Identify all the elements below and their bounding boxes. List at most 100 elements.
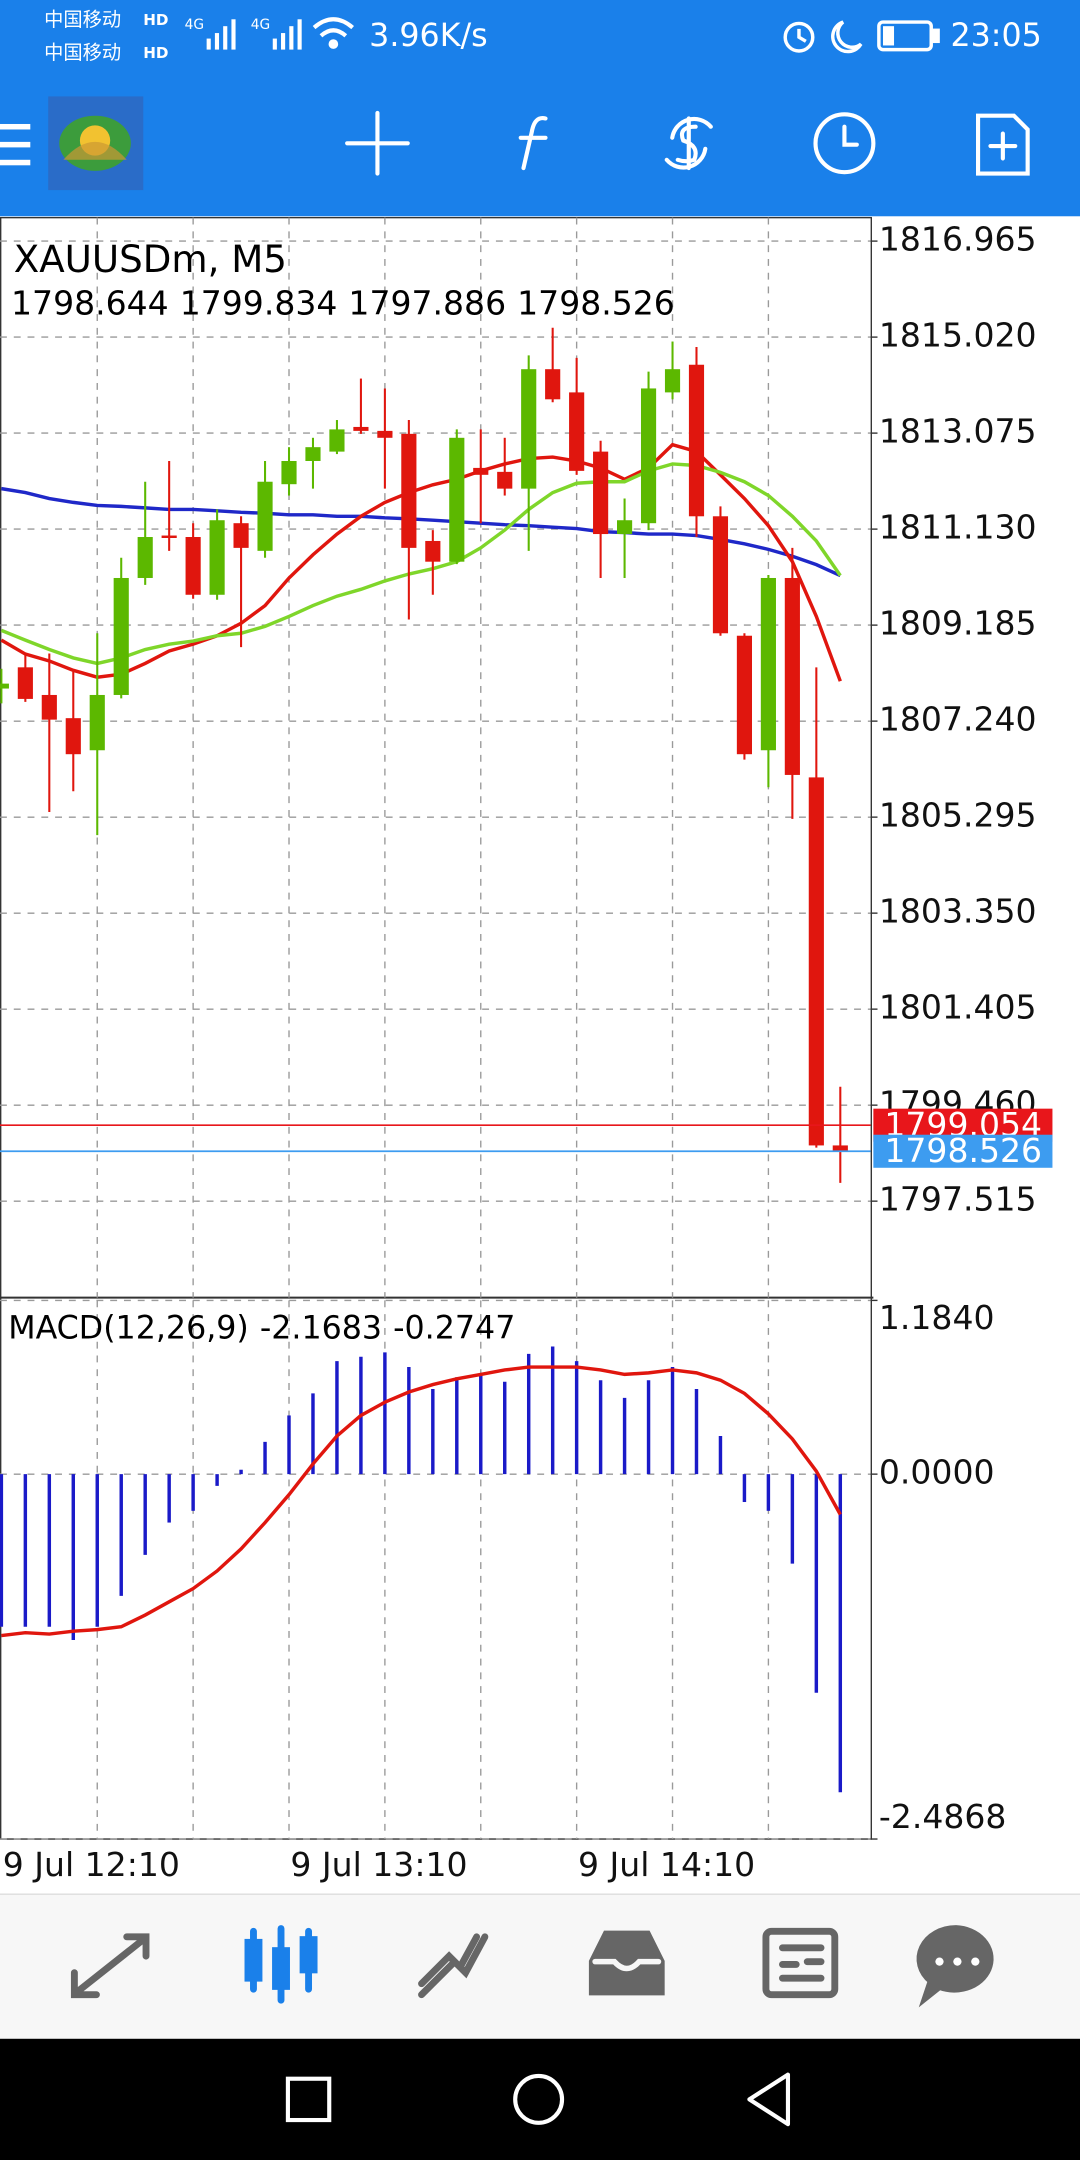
candle-body	[736, 635, 753, 755]
candle-body	[185, 537, 201, 595]
y-tick-label: 1815.020	[879, 316, 1037, 355]
candle-body	[209, 520, 225, 595]
chart-area[interactable]	[0, 216, 874, 1840]
candle-body	[305, 447, 321, 461]
macd-readout: -2.1683	[260, 1310, 382, 1346]
candle-body	[353, 426, 369, 431]
y-tick-label: 1797.515	[879, 1180, 1037, 1219]
candle-body	[545, 369, 561, 400]
y-tick-label: 1813.075	[879, 412, 1037, 451]
chart-tab[interactable]	[244, 1925, 318, 2004]
y-tick-label: 0.0000	[879, 1453, 995, 1492]
candle-body	[113, 577, 129, 695]
price-label-box	[873, 1134, 1053, 1168]
candle-body	[760, 577, 776, 751]
open-readout: 1798.644	[11, 283, 169, 322]
candle-body	[233, 523, 249, 548]
net-speed: 3.96K/s	[369, 18, 487, 54]
clock: 23:05	[951, 18, 1042, 54]
candle-body	[449, 437, 465, 562]
candle-body	[161, 535, 177, 539]
candle-body	[688, 364, 705, 517]
home-button[interactable]	[513, 2073, 565, 2125]
candle-body	[832, 1145, 848, 1152]
system-nav	[0, 2038, 1080, 2160]
candle-body	[65, 718, 81, 755]
hd-badge: HD	[143, 11, 168, 29]
macd-name: MACD(12,26,9)	[8, 1310, 249, 1346]
trade-button[interactable]	[664, 116, 713, 171]
candle-body	[521, 369, 537, 489]
candle-body	[89, 694, 105, 751]
candle-body	[712, 516, 729, 634]
candle-body	[569, 392, 585, 471]
menu-button[interactable]	[0, 123, 31, 166]
y-tick-label: 1811.130	[879, 508, 1037, 547]
candle-body	[0, 683, 9, 689]
back-button[interactable]	[747, 2072, 791, 2127]
moving-average	[1, 486, 842, 578]
signal-icon	[206, 19, 302, 50]
candle-body	[640, 388, 657, 524]
signal-readout: -0.2747	[393, 1310, 515, 1346]
trade-tab[interactable]	[418, 1933, 489, 1999]
wifi-icon	[312, 17, 354, 49]
plot-frame	[0, 216, 872, 1840]
network: 4G	[251, 17, 270, 33]
status-icons	[783, 20, 940, 54]
network: 4G	[185, 17, 204, 33]
y-tick-label: 1805.295	[879, 796, 1037, 835]
y-tick-label: -2.4868	[879, 1797, 1007, 1836]
candle-body	[473, 467, 489, 475]
y-tick-label: 1801.405	[879, 988, 1037, 1027]
history-tab[interactable]	[588, 1930, 665, 1996]
carrier: 中国移动	[44, 8, 121, 31]
candle-body	[281, 460, 297, 485]
ohlc-readout: 1798.644 1799.834 1797.886 1798.526	[11, 283, 675, 322]
y-tick-label: 1809.185	[879, 604, 1037, 643]
candle-body	[425, 540, 441, 562]
app-header	[0, 0, 1080, 217]
candle-body	[17, 667, 33, 699]
candle-body	[377, 430, 393, 438]
candle-body	[593, 451, 609, 535]
candle-body	[257, 481, 273, 551]
indicators-button[interactable]	[518, 116, 548, 171]
new-order-button[interactable]	[975, 113, 1030, 176]
macd-title: MACD(12,26,9) -2.1683 -0.2747	[8, 1310, 515, 1346]
chat-tab[interactable]	[916, 1925, 994, 2008]
y-tick-label: 1.1840	[879, 1298, 995, 1337]
quotes-tab[interactable]	[70, 1933, 150, 1999]
x-tick-label: 9 Jul 14:10	[578, 1845, 755, 1884]
close-readout: 1798.526	[517, 283, 675, 322]
carrier: 中国移动	[44, 41, 121, 64]
marks	[0, 327, 871, 1793]
app-logo[interactable]	[48, 96, 144, 191]
high-readout: 1799.834	[180, 283, 338, 322]
crosshair-button[interactable]	[345, 110, 410, 176]
news-tab[interactable]	[762, 1927, 839, 1999]
price-label: 1798.526	[884, 1131, 1042, 1170]
candle-body	[137, 537, 153, 578]
bottom-nav	[0, 1894, 1080, 2039]
hd-badge: HD	[143, 44, 168, 62]
recents-button[interactable]	[285, 2076, 332, 2123]
candle-body	[808, 777, 824, 1146]
x-tick-label: 9 Jul 13:10	[290, 1845, 467, 1884]
candle-body	[497, 471, 513, 489]
candle-body	[401, 433, 417, 548]
labels: XAUUSDm, M5 1798.644 1799.834 1797.886 1798…	[3, 220, 1053, 1884]
candle-body	[41, 694, 57, 720]
candle-body	[617, 520, 633, 535]
signal-line	[1, 1365, 842, 1638]
candle-body	[784, 577, 800, 775]
y-tick-label: 1803.350	[879, 892, 1037, 931]
period-button[interactable]	[813, 112, 876, 175]
candle-body	[664, 369, 681, 393]
y-tick-label: 1807.240	[879, 700, 1037, 739]
low-readout: 1797.886	[348, 283, 506, 322]
candle-body	[329, 429, 345, 452]
x-tick-label: 9 Jul 12:10	[3, 1845, 180, 1884]
